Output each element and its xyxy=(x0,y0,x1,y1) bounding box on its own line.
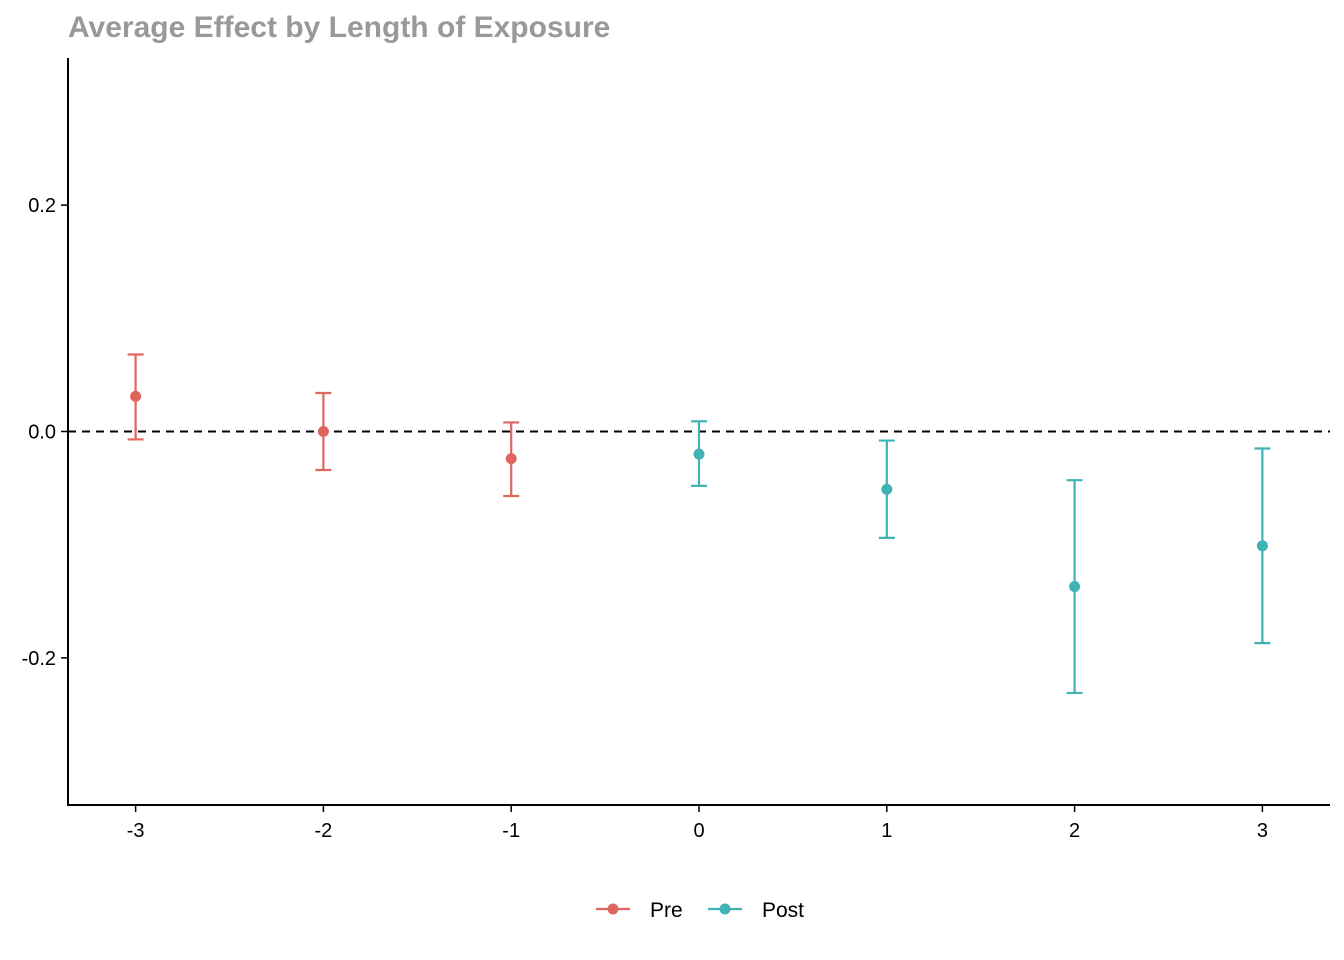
x-tick-label: -3 xyxy=(127,820,145,842)
errorbar-pre xyxy=(315,391,332,472)
errorbar-post xyxy=(1254,447,1271,645)
x-tick-label: -1 xyxy=(502,820,520,842)
y-tick-label: 0.2 xyxy=(28,195,56,217)
data-point xyxy=(505,453,517,465)
errorbar-post xyxy=(1066,479,1083,695)
legend-label: Post xyxy=(762,899,804,922)
legend-key-point xyxy=(719,903,731,915)
data-point xyxy=(693,448,705,460)
data-point xyxy=(130,390,142,402)
errorbar-pre xyxy=(127,353,144,441)
errorbar-post xyxy=(691,420,707,487)
errorbar-post xyxy=(878,439,895,539)
legend-label: Pre xyxy=(650,899,683,922)
data-point xyxy=(317,426,329,437)
data-point xyxy=(1256,540,1268,552)
chart-title: Average Effect by Length of Exposure xyxy=(68,11,610,44)
x-tick-label: 0 xyxy=(693,820,704,842)
x-tick-label: 2 xyxy=(1069,820,1080,842)
legend-item-post: Post xyxy=(708,899,804,922)
y-tick-label: -0.2 xyxy=(22,648,56,670)
data-point xyxy=(881,483,893,495)
data-point xyxy=(1069,581,1081,593)
legend-item-pre: Pre xyxy=(596,899,683,922)
x-tick-label: 1 xyxy=(881,820,892,842)
plot-area: -0.2 0.0 0.2 -3 -2 -1 0 1 2 3 xyxy=(22,58,1330,842)
x-tick-label: 3 xyxy=(1257,820,1268,842)
x-tick-label: -2 xyxy=(315,820,333,842)
legend-key-point xyxy=(607,903,619,915)
errorbar-pre xyxy=(503,421,520,498)
y-tick-label: 0.0 xyxy=(28,422,56,444)
legend: Pre Post xyxy=(596,899,804,922)
